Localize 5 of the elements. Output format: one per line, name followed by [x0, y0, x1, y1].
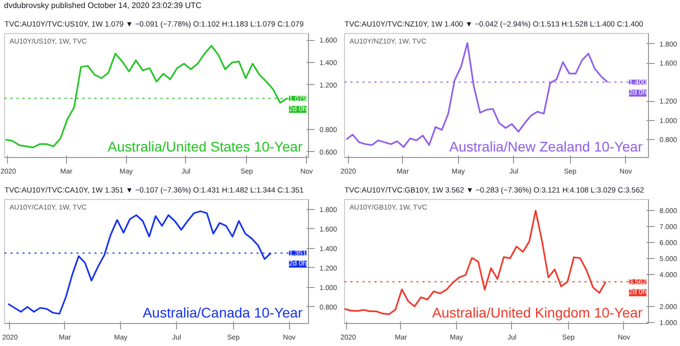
annotation: Australia/United Kingdom 10-Year	[432, 304, 643, 320]
annotation: Australia/United States 10-Year	[108, 138, 303, 154]
annotation: Australia/Canada 10-Year	[142, 304, 303, 320]
text: dvdubrovsky published October 14, 2020 23:02:39 UTC	[4, 0, 202, 12]
annotation: Australia/New Zealand 10-Year	[449, 138, 643, 154]
